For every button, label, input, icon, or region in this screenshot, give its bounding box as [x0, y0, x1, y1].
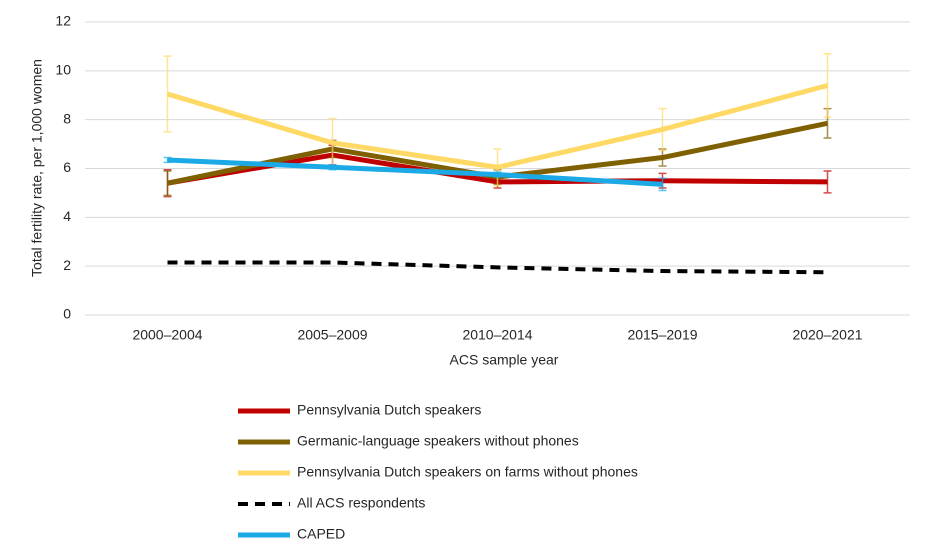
legend-label: Germanic-language speakers without phone…	[297, 433, 579, 449]
error-bar	[163, 156, 172, 164]
error-bar	[163, 55, 172, 133]
legend-label: All ACS respondents	[297, 495, 425, 511]
y-axis-label: Total fertility rate, per 1,000 women	[29, 59, 45, 277]
series-line	[167, 157, 663, 187]
x-tick-label: 2000–2004	[132, 327, 202, 343]
legend-label: CAPED	[297, 526, 345, 542]
series-line	[167, 260, 828, 275]
error-bar	[328, 164, 337, 171]
y-tick-label: 4	[63, 208, 71, 224]
y-tick-label: 10	[55, 62, 71, 78]
error-bar	[163, 170, 172, 197]
error-bar	[823, 52, 832, 118]
x-tick-label: 2015–2019	[627, 327, 697, 343]
legend-label: Pennsylvania Dutch speakers on farms wit…	[297, 464, 638, 480]
x-tick-label: 2005–2009	[297, 327, 367, 343]
error-bar	[658, 107, 667, 151]
y-tick-label: 2	[63, 257, 71, 273]
x-tick-label: 2010–2014	[462, 327, 532, 343]
x-tick-label: 2020–2021	[792, 327, 862, 343]
y-tick-label: 8	[63, 110, 71, 126]
y-tick-label: 6	[63, 159, 71, 175]
error-bar	[823, 170, 832, 194]
x-axis-label: ACS sample year	[450, 352, 559, 368]
y-tick-label: 0	[63, 306, 71, 322]
error-bar	[658, 177, 667, 192]
error-bar	[493, 171, 502, 178]
error-bar	[493, 148, 502, 187]
y-tick-label: 12	[55, 13, 71, 29]
legend-label: Pennsylvania Dutch speakers	[297, 402, 481, 418]
